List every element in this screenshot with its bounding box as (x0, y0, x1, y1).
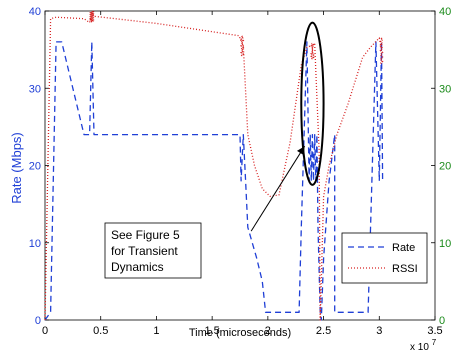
x-multiplier-exponent: 7 (432, 338, 437, 347)
x-tick-label: 2 (265, 325, 271, 337)
x-tick-label: 0.5 (93, 325, 108, 337)
y-tick-label-left: 0 (35, 315, 41, 327)
series-rssi-jitter (379, 36, 384, 65)
x-tick-label: 1 (153, 325, 159, 337)
legend-rssi-label: RSSI (392, 263, 418, 275)
y-tick-label-left: 10 (29, 238, 41, 250)
annotation-text-line: for Transient (111, 244, 178, 258)
x-axis-label: Time (microseconds) (189, 327, 291, 339)
series-rssi-jitter (240, 35, 245, 57)
y-tick-label-right: 10 (439, 238, 451, 250)
y-tick-label-right: 0 (439, 315, 445, 327)
legend-box (341, 232, 428, 284)
x-tick-label: 3.5 (427, 325, 442, 337)
x-tick-label: 1.5 (204, 325, 219, 337)
annotation-text-line: Dynamics (111, 260, 164, 274)
series-rssi-jitter (89, 10, 95, 23)
y-tick-label-left: 30 (29, 83, 41, 95)
annotation-text-line: See Figure 5 (111, 228, 180, 242)
y-tick-label-right: 40 (439, 6, 451, 18)
x-tick-label: 3 (376, 325, 382, 337)
y-axis-label-left: Rate (Mbps) (9, 132, 24, 204)
x-multiplier-base: x 10 (410, 342, 429, 353)
series-rssi-jitter (310, 42, 315, 60)
y-tick-label-left: 20 (29, 161, 41, 173)
legend: Rate RSSI (341, 232, 428, 284)
x-tick-label: 2.5 (316, 325, 331, 337)
highlight-ellipse (300, 21, 325, 186)
annotation-layer: See Figure 5 for Transient Dynamics (104, 21, 325, 279)
y-tick-label-right: 30 (439, 83, 451, 95)
legend-rate-label: Rate (392, 242, 415, 254)
y-tick-label-right: 20 (439, 161, 451, 173)
annotation-box (104, 222, 202, 279)
y-tick-label-left: 40 (29, 6, 41, 18)
x-tick-label: 0 (42, 325, 48, 337)
x-axis-multiplier: x 10 7 (410, 338, 437, 353)
annotation-arrow-head (296, 146, 305, 156)
annotation-arrow-shaft (250, 145, 306, 232)
